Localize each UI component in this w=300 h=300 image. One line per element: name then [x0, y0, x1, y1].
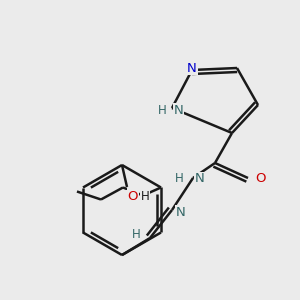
Text: O: O [128, 189, 138, 202]
Text: O: O [127, 190, 137, 203]
Text: H: H [175, 172, 183, 185]
Text: N: N [187, 61, 197, 74]
Text: H: H [158, 103, 166, 116]
Text: H: H [141, 190, 149, 203]
Text: H: H [132, 227, 140, 241]
Text: N: N [174, 103, 184, 116]
Text: O: O [255, 172, 265, 184]
Text: N: N [195, 172, 205, 185]
Text: N: N [176, 206, 186, 218]
